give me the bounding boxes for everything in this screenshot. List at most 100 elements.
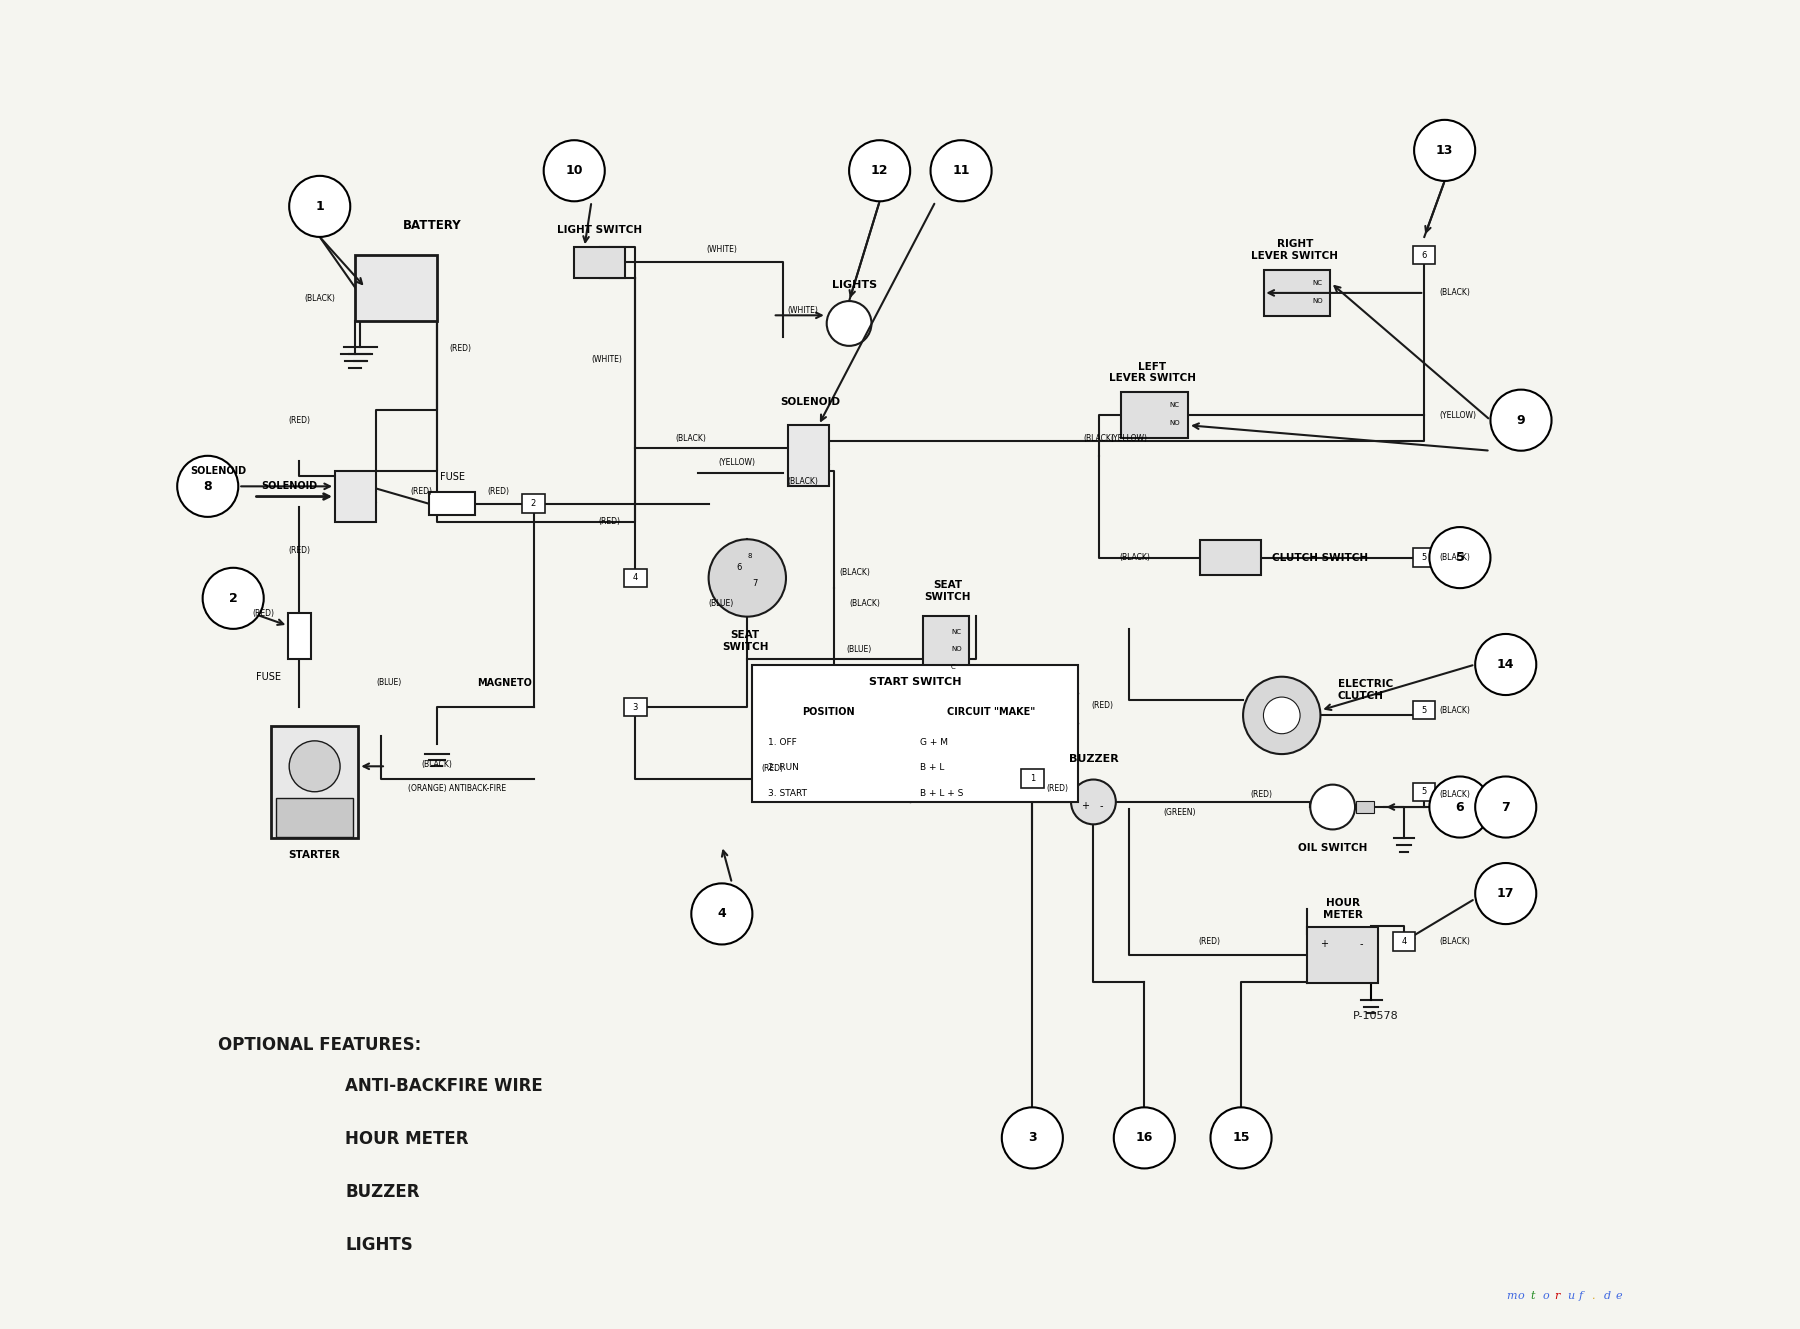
Bar bbox=[277, 797, 353, 836]
Circle shape bbox=[1264, 698, 1300, 734]
Text: -: - bbox=[1100, 801, 1103, 811]
Text: 10: 10 bbox=[565, 165, 583, 177]
Text: SOLENOID: SOLENOID bbox=[189, 466, 247, 476]
Circle shape bbox=[826, 302, 871, 346]
Text: 6: 6 bbox=[736, 563, 742, 573]
Text: (ORANGE) ANTIBACK-FIRE: (ORANGE) ANTIBACK-FIRE bbox=[409, 784, 506, 793]
Circle shape bbox=[1476, 863, 1535, 924]
Bar bbox=[335, 470, 376, 522]
Text: (BLACK): (BLACK) bbox=[1440, 791, 1471, 799]
Circle shape bbox=[544, 141, 605, 201]
Text: .: . bbox=[1591, 1290, 1595, 1301]
Text: SEAT
SWITCH: SEAT SWITCH bbox=[925, 581, 970, 602]
Text: o: o bbox=[1517, 1290, 1525, 1301]
Text: (BLACK): (BLACK) bbox=[839, 569, 869, 577]
Text: (RED): (RED) bbox=[1093, 700, 1114, 710]
Bar bbox=[1413, 702, 1435, 719]
Text: LIGHTS: LIGHTS bbox=[346, 1236, 412, 1253]
Text: -: - bbox=[1359, 940, 1363, 949]
Text: (RED): (RED) bbox=[1251, 791, 1273, 799]
Text: 14: 14 bbox=[1498, 658, 1514, 671]
Text: BUZZER: BUZZER bbox=[1069, 754, 1118, 764]
Bar bbox=[272, 726, 358, 837]
Text: (BLACK): (BLACK) bbox=[1440, 706, 1471, 715]
Text: (RED): (RED) bbox=[761, 764, 783, 773]
Circle shape bbox=[691, 884, 752, 945]
Circle shape bbox=[1476, 776, 1535, 837]
Text: (BLUE): (BLUE) bbox=[376, 678, 401, 687]
Text: 3. START: 3. START bbox=[767, 788, 806, 797]
Text: e: e bbox=[1616, 1290, 1622, 1301]
Circle shape bbox=[1003, 1107, 1062, 1168]
Text: (YELLOW): (YELLOW) bbox=[1111, 435, 1148, 443]
Text: 1. OFF: 1. OFF bbox=[767, 738, 796, 747]
Text: 11: 11 bbox=[952, 165, 970, 177]
Text: +: + bbox=[391, 276, 401, 290]
Bar bbox=[923, 617, 968, 672]
Text: (RED): (RED) bbox=[252, 609, 275, 618]
Text: (BLACK): (BLACK) bbox=[1084, 435, 1114, 443]
Text: ANTI-BACKFIRE WIRE: ANTI-BACKFIRE WIRE bbox=[346, 1076, 544, 1095]
Text: (WHITE): (WHITE) bbox=[706, 245, 738, 254]
Circle shape bbox=[709, 540, 787, 617]
Text: POSITION: POSITION bbox=[803, 707, 855, 718]
Text: (BLACK): (BLACK) bbox=[1440, 553, 1471, 562]
Text: LEFT
LEVER SWITCH: LEFT LEVER SWITCH bbox=[1109, 361, 1195, 383]
Text: 3: 3 bbox=[1028, 1131, 1037, 1144]
Bar bbox=[1201, 540, 1262, 575]
Text: LIGHT SWITCH: LIGHT SWITCH bbox=[558, 225, 643, 235]
Bar bbox=[752, 664, 1078, 801]
Text: ELECTRIC
CLUTCH: ELECTRIC CLUTCH bbox=[1337, 679, 1393, 700]
Circle shape bbox=[1429, 528, 1490, 589]
Text: (RED): (RED) bbox=[1048, 784, 1069, 793]
Text: 5: 5 bbox=[1422, 553, 1427, 562]
Bar bbox=[522, 494, 545, 513]
Text: 8: 8 bbox=[203, 480, 212, 493]
Text: SOLENOID: SOLENOID bbox=[781, 397, 841, 407]
Text: NO: NO bbox=[950, 646, 961, 653]
Text: (RED): (RED) bbox=[288, 416, 310, 425]
Text: SEAT
SWITCH: SEAT SWITCH bbox=[722, 630, 769, 653]
Circle shape bbox=[176, 456, 238, 517]
Text: f: f bbox=[1579, 1290, 1584, 1301]
Text: 12: 12 bbox=[871, 165, 889, 177]
Text: 3: 3 bbox=[632, 703, 637, 712]
Text: (BLACK): (BLACK) bbox=[304, 294, 335, 303]
Text: r: r bbox=[1555, 1290, 1561, 1301]
Text: 7: 7 bbox=[1501, 800, 1510, 813]
Circle shape bbox=[1211, 1107, 1271, 1168]
Text: 2: 2 bbox=[229, 591, 238, 605]
Text: (RED): (RED) bbox=[599, 517, 621, 526]
Text: 2. RUN: 2. RUN bbox=[767, 763, 799, 772]
Text: B + L + S: B + L + S bbox=[920, 788, 963, 797]
Text: NC: NC bbox=[950, 629, 961, 635]
Text: 15: 15 bbox=[1233, 1131, 1249, 1144]
Text: 13: 13 bbox=[1436, 144, 1453, 157]
Text: t: t bbox=[1530, 1290, 1535, 1301]
Text: 2: 2 bbox=[531, 500, 536, 508]
Bar bbox=[1413, 246, 1435, 264]
Text: CLUTCH SWITCH: CLUTCH SWITCH bbox=[1271, 553, 1368, 562]
Text: NO: NO bbox=[1170, 420, 1181, 427]
Circle shape bbox=[1490, 389, 1552, 451]
Text: +: + bbox=[1082, 801, 1089, 811]
Bar bbox=[428, 493, 475, 514]
Circle shape bbox=[290, 175, 351, 237]
Text: (RED): (RED) bbox=[288, 546, 310, 556]
Text: B + L: B + L bbox=[920, 763, 945, 772]
Bar bbox=[625, 698, 646, 716]
Text: C: C bbox=[950, 663, 956, 670]
Bar bbox=[1021, 769, 1044, 788]
Text: FUSE: FUSE bbox=[439, 472, 464, 482]
Text: (RED): (RED) bbox=[448, 344, 472, 354]
Circle shape bbox=[290, 740, 340, 792]
Text: (BLACK): (BLACK) bbox=[1120, 553, 1150, 562]
Circle shape bbox=[850, 141, 911, 201]
Text: 17: 17 bbox=[1498, 886, 1514, 900]
Text: (RED): (RED) bbox=[1199, 937, 1220, 946]
Text: SOLENOID: SOLENOID bbox=[261, 481, 317, 492]
Bar bbox=[1355, 801, 1375, 813]
Text: NC: NC bbox=[1170, 401, 1179, 408]
Text: 6: 6 bbox=[1456, 800, 1463, 813]
Text: OIL SWITCH: OIL SWITCH bbox=[1298, 843, 1368, 853]
